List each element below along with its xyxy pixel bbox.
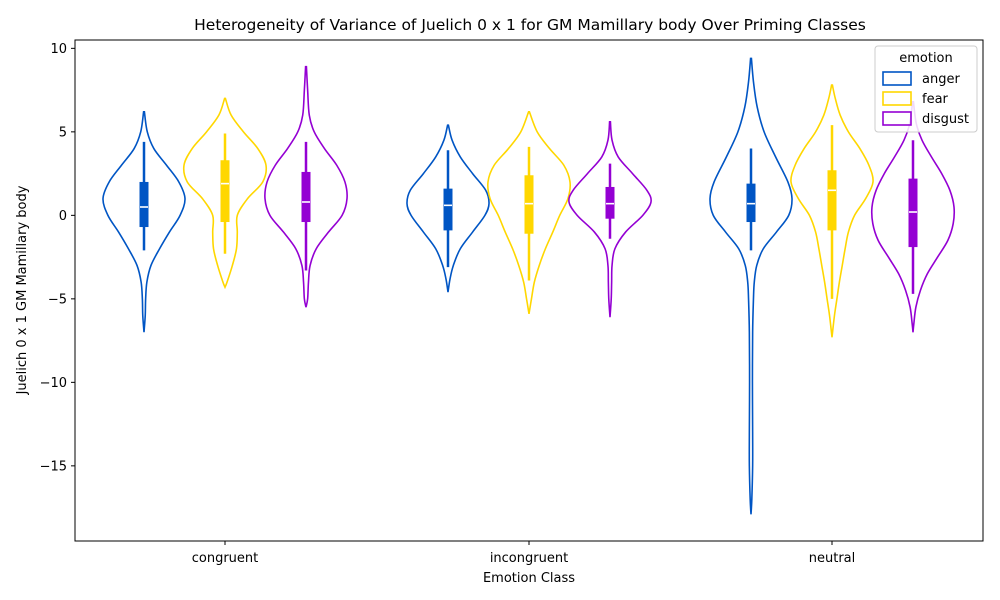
- violin-iqr-box: [605, 186, 615, 219]
- legend-label-disgust: disgust: [922, 112, 969, 127]
- violin-iqr-box: [443, 188, 453, 231]
- violin-disgust-neutral: [870, 100, 956, 333]
- violin-anger-congruent: [102, 111, 186, 333]
- chart-title: Heterogeneity of Variance of Juelich 0 x…: [194, 16, 866, 34]
- y-tick-label: −5: [48, 292, 67, 307]
- violin-disgust-incongruent: [568, 121, 652, 318]
- legend-frame: [874, 45, 978, 133]
- violin-outline: [264, 65, 348, 308]
- violin-iqr-box: [139, 181, 149, 228]
- violin-outline: [790, 84, 874, 338]
- violin-outline: [568, 121, 652, 318]
- y-axis: 10 5 0 −5 −10 −15: [40, 42, 75, 474]
- violin-outline: [406, 124, 490, 293]
- violin-fear-incongruent: [486, 111, 572, 315]
- violin-iqr-box: [827, 170, 837, 231]
- violin-disgust-congruent: [264, 65, 348, 308]
- y-axis-label: Juelich 0 x 1 GM Mamillary body: [15, 185, 30, 395]
- legend-label-anger: anger: [922, 72, 960, 87]
- violin-fear-congruent: [182, 97, 268, 290]
- y-tick-label: −10: [40, 376, 67, 391]
- x-tick-label-neutral: neutral: [809, 551, 856, 566]
- violin-iqr-box: [220, 160, 230, 223]
- x-axis-label: Emotion Class: [483, 571, 575, 586]
- legend-label-fear: fear: [922, 92, 949, 107]
- violin-iqr-box: [301, 171, 311, 223]
- violins-layer: [102, 57, 956, 515]
- violin-outline: [486, 111, 572, 315]
- violin-outline: [870, 100, 956, 333]
- violin-iqr-box: [524, 175, 534, 234]
- legend-title: emotion: [899, 51, 953, 66]
- x-tick-label-incongruent: incongruent: [490, 551, 568, 566]
- legend: emotion anger fear disgust: [874, 45, 978, 133]
- violin-iqr-box: [746, 183, 756, 223]
- legend-swatch-anger: [882, 71, 912, 86]
- legend-swatch-fear: [882, 91, 912, 106]
- violin-iqr-box: [908, 178, 918, 248]
- violin-anger-neutral: [709, 57, 793, 515]
- violin-outline: [709, 57, 793, 515]
- violin-anger-incongruent: [406, 124, 490, 293]
- x-axis: congruent incongruent neutral: [192, 541, 856, 566]
- legend-swatch-disgust: [882, 111, 912, 126]
- y-tick-label: −15: [40, 459, 67, 474]
- x-tick-label-congruent: congruent: [192, 551, 259, 566]
- violin-outline: [102, 111, 186, 333]
- violin-outline: [182, 97, 268, 290]
- y-tick-label: 5: [59, 125, 67, 140]
- y-tick-label: 10: [50, 42, 67, 57]
- y-tick-label: 0: [59, 209, 67, 224]
- violin-fear-neutral: [790, 84, 874, 338]
